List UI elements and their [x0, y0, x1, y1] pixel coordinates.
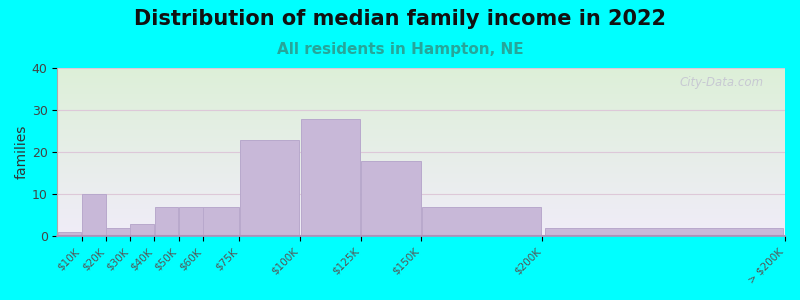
- Bar: [422, 207, 542, 236]
- Bar: [361, 160, 421, 236]
- Bar: [106, 228, 130, 236]
- Y-axis label: families: families: [15, 125, 29, 179]
- Text: Distribution of median family income in 2022: Distribution of median family income in …: [134, 9, 666, 29]
- Bar: [58, 232, 82, 236]
- Bar: [179, 207, 202, 236]
- Bar: [301, 118, 360, 236]
- Bar: [82, 194, 106, 236]
- Bar: [154, 207, 178, 236]
- Bar: [545, 228, 782, 236]
- Bar: [130, 224, 154, 236]
- Text: All residents in Hampton, NE: All residents in Hampton, NE: [277, 42, 523, 57]
- Text: City-Data.com: City-Data.com: [679, 76, 763, 89]
- Bar: [240, 140, 299, 236]
- Bar: [203, 207, 239, 236]
